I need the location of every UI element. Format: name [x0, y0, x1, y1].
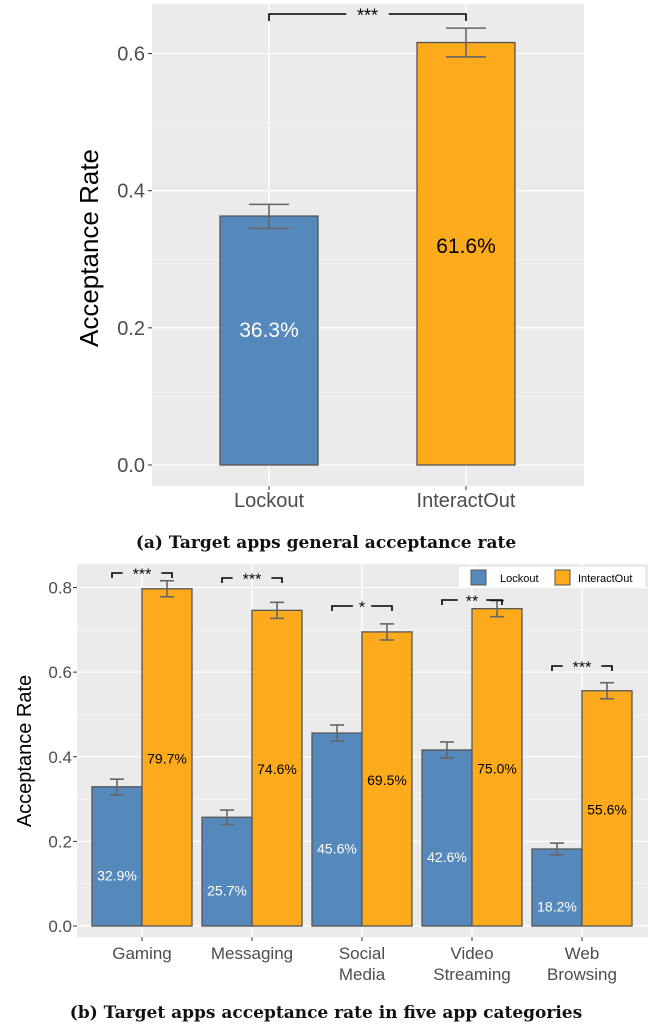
x-tick-label-line: Web	[565, 944, 600, 963]
y-axis-label-b: Acceptance Rate	[14, 675, 36, 827]
legend-swatch-lockout	[470, 569, 487, 586]
x-tick-label-line: Streaming	[433, 965, 510, 984]
significance-b-4-bracket	[551, 665, 613, 671]
value-label-interactout-gaming: 79.7%	[147, 750, 187, 766]
legend-label-lockout: Lockout	[500, 573, 539, 585]
significance-a-bracket	[268, 13, 467, 21]
x-tick-label-line: Social	[339, 944, 385, 963]
bar-lockout-messaging	[201, 816, 253, 927]
y-tick-label-a: 0.6	[117, 44, 145, 66]
caption-b: (b) Target apps acceptance rate in five …	[69, 1003, 583, 1023]
bar-lockout-social-media	[311, 732, 363, 927]
bar-lockout-video-streaming	[421, 749, 473, 927]
value-label-lockout-gaming: 32.9%	[97, 867, 137, 883]
significance-b-3-label: **	[466, 594, 478, 611]
y-tick-label-b: 0.6	[48, 663, 72, 682]
x-tick-label-line: Gaming	[112, 944, 172, 963]
x-tick-label-lockout: Lockout	[234, 490, 304, 512]
x-tick-label-line: Messaging	[211, 944, 293, 963]
value-label-lockout-video-streaming: 42.6%	[427, 849, 467, 865]
bar-interactout-web-browsing	[581, 690, 633, 927]
plot-panel-a	[152, 4, 584, 486]
significance-b-4-label: ***	[573, 660, 592, 677]
x-tick-label-line: Video	[450, 944, 493, 963]
y-tick-label-b: 0.0	[48, 917, 72, 936]
y-tick-label-b: 0.2	[48, 832, 72, 851]
bar-interactout-social-media	[361, 631, 413, 927]
value-label-lockout-web-browsing: 18.2%	[537, 898, 577, 914]
value-label-lockout: 36.3%	[239, 319, 299, 342]
significance-b-0-bracket	[111, 572, 173, 578]
bar-interactout	[416, 41, 516, 466]
bar-lockout-gaming	[91, 786, 143, 927]
value-label-interactout-social-media: 69.5%	[367, 772, 407, 788]
legend-box	[459, 567, 645, 588]
significance-b-0-label: ***	[133, 567, 152, 584]
y-tick-label-a: 0.0	[117, 455, 145, 477]
caption-a: (a) Target apps general acceptance rate	[135, 533, 517, 553]
y-axis-label-a: Acceptance Rate	[74, 149, 104, 347]
value-label-interactout-video-streaming: 75.0%	[477, 760, 517, 776]
legend-swatch-interactout	[554, 569, 571, 586]
y-tick-label-a: 0.2	[117, 318, 145, 340]
significance-a-label: ***	[357, 6, 378, 26]
value-label-interactout: 61.6%	[436, 235, 496, 258]
value-label-lockout-messaging: 25.7%	[207, 883, 247, 899]
y-tick-label-b: 0.4	[48, 748, 72, 767]
significance-b-1-bracket	[221, 577, 283, 583]
bar-lockout	[219, 215, 319, 466]
value-label-interactout-web-browsing: 55.6%	[587, 801, 627, 817]
bar-lockout-web-browsing	[531, 848, 583, 927]
value-label-lockout-social-media: 45.6%	[317, 841, 357, 857]
significance-b-2-bracket	[331, 605, 393, 611]
significance-b-1-label: ***	[243, 572, 262, 589]
legend-label-interactout: InteractOut	[578, 573, 632, 585]
y-tick-label-b: 0.8	[48, 579, 72, 598]
x-tick-label-line: Browsing	[547, 965, 617, 984]
value-label-interactout-messaging: 74.6%	[257, 761, 297, 777]
x-tick-label-line: Media	[339, 965, 386, 984]
x-tick-label-interactout: InteractOut	[417, 490, 516, 512]
bar-interactout-video-streaming	[471, 608, 523, 927]
significance-b-2-label: *	[359, 600, 365, 617]
y-tick-label-a: 0.4	[117, 181, 145, 203]
significance-b-3-bracket	[441, 599, 503, 605]
